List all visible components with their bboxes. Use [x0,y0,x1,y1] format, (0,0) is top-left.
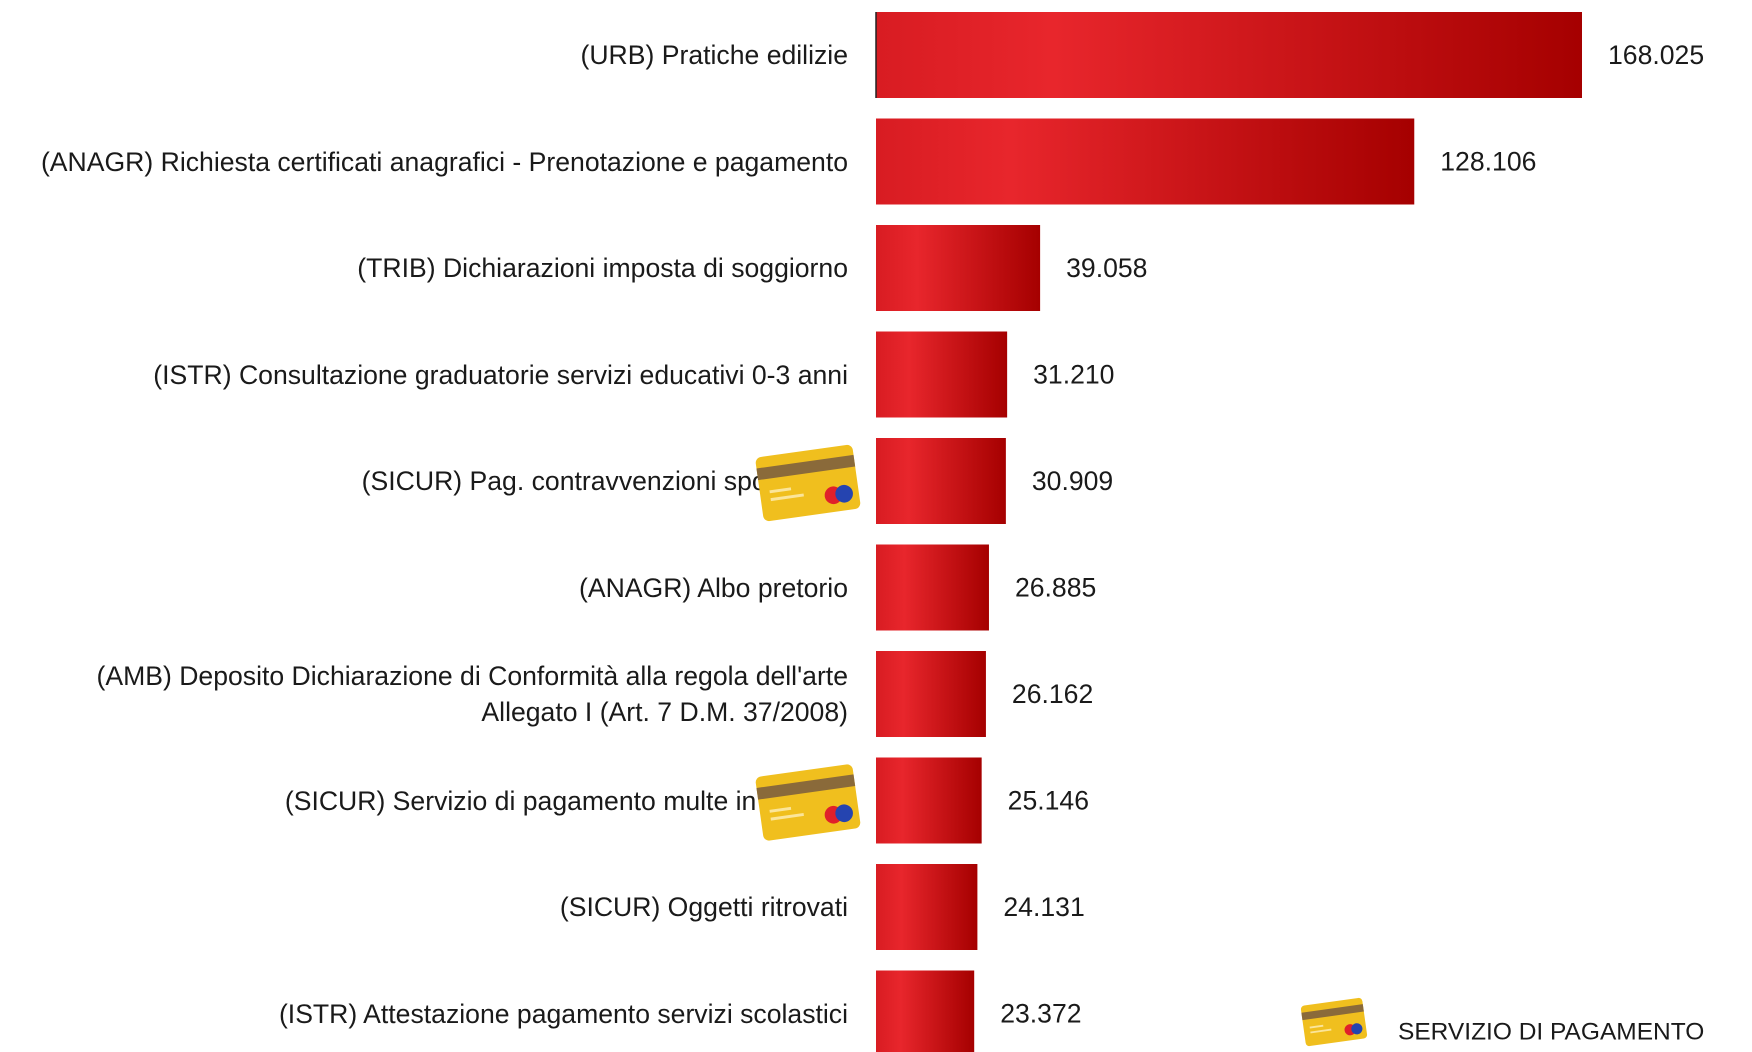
bar [876,331,1008,418]
card-dot [835,804,853,823]
payment-icon [755,764,861,841]
payment-icon [1300,997,1368,1047]
category-label: (ISTR) Attestazione pagamento servizi sc… [278,998,848,1029]
card-line [1310,1028,1332,1034]
bar [876,651,986,737]
category-label: (ANAGR) Albo pretorio [579,572,848,603]
payment-icon [755,444,861,522]
value-label: 25.146 [1008,786,1089,816]
bar [876,864,978,950]
card-line [769,806,792,813]
value-label: 31.210 [1033,360,1114,390]
card-dot [1351,1023,1363,1035]
card-stripe [756,774,856,800]
category-label: (SICUR) Servizio di pagamento multe in i… [284,785,848,816]
bar [876,225,1041,311]
value-label: 168.025 [1608,40,1704,70]
value-label: 128.106 [1440,147,1536,177]
card-body [755,764,861,841]
card-line [769,487,792,494]
card-body [755,444,861,522]
value-label: 26.162 [1012,679,1093,709]
bar [876,970,975,1052]
category-label: (AMB) Deposito Dichiarazione di Conformi… [96,661,848,727]
value-label: 30.909 [1032,466,1113,496]
category-label: (ANAGR) Richiesta certificati anagrafici… [40,146,848,177]
card-dot [835,484,853,503]
category-label: (SICUR) Oggetti ritrovati [559,892,848,922]
category-label: (ISTR) Consultazione graduatorie servizi… [153,359,848,390]
value-label: 39.058 [1066,253,1147,283]
bar [876,118,1415,205]
value-label: 24.131 [1003,892,1084,922]
card-line [1309,1024,1324,1029]
bar [876,757,982,844]
card-stripe [756,454,856,481]
card-stripe [1301,1004,1364,1021]
category-label: (URB) Pratiche edilizie [580,40,849,70]
card-line [770,493,804,502]
legend: SERVIZIO DI PAGAMENTO [1398,1018,1704,1045]
bar [876,544,989,631]
card-line [770,813,804,821]
card-body [1300,997,1368,1047]
bar [876,438,1006,524]
value-label: 23.372 [1000,999,1081,1029]
category-label: (TRIB) Dichiarazioni imposta di soggiorn… [357,253,848,283]
value-label: 26.885 [1015,573,1096,603]
bar [876,12,1582,98]
